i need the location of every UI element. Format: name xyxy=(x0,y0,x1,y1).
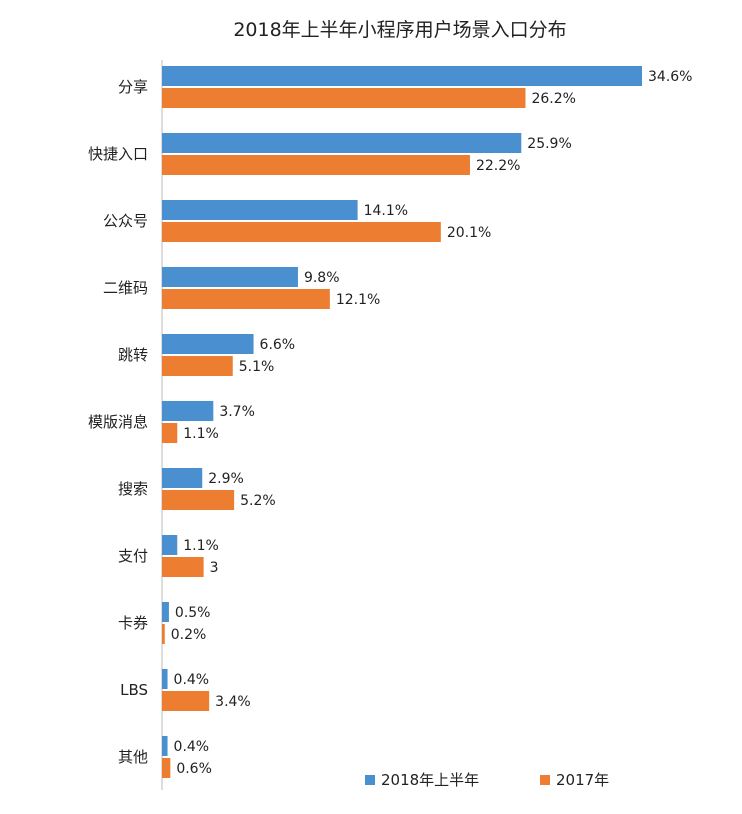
bar-series-2 xyxy=(162,222,441,242)
bars-group: 分享 34.6% 26.2% 快捷入口 25.9% 22.2% 公众号 14.1% 20.1% 二… xyxy=(88,66,692,778)
data-label: 5.1% xyxy=(239,359,275,375)
bar-series-1 xyxy=(162,334,254,354)
bar-series-2 xyxy=(162,423,178,443)
category-label: 公众号 xyxy=(103,212,148,230)
data-label: 1.1% xyxy=(183,538,219,554)
bar-series-1 xyxy=(162,66,642,86)
bar-series-1 xyxy=(162,669,168,689)
category-label: 二维码 xyxy=(103,279,148,297)
category-label: 快捷入口 xyxy=(88,145,148,163)
bar-series-2 xyxy=(162,691,210,711)
data-label: 3.7% xyxy=(219,404,255,420)
bar-series-1 xyxy=(162,468,203,488)
legend-label: 2018年上半年 xyxy=(381,771,479,789)
bar-series-1 xyxy=(162,200,358,220)
bar-series-1 xyxy=(162,535,178,555)
data-label: 9.8% xyxy=(304,270,340,286)
data-label: 3.4% xyxy=(215,694,251,710)
data-label: 2.9% xyxy=(208,471,244,487)
bar-series-2 xyxy=(162,758,171,778)
data-label: 0.6% xyxy=(176,761,212,777)
data-label: 34.6% xyxy=(648,69,692,85)
data-label: 0.2% xyxy=(171,627,207,643)
bar-series-1 xyxy=(162,267,298,287)
legend-swatch xyxy=(365,775,375,785)
data-label: 0.4% xyxy=(174,672,210,688)
category-label: 模版消息 xyxy=(88,413,148,431)
data-label: 22.2% xyxy=(476,158,520,174)
bar-series-2 xyxy=(162,289,330,309)
legend-label: 2017年 xyxy=(556,771,609,789)
bar-series-2 xyxy=(162,88,526,108)
bar-series-2 xyxy=(162,155,470,175)
data-label: 5.2% xyxy=(240,493,276,509)
legend: 2018年上半年 2017年 xyxy=(365,771,609,789)
bar-series-2 xyxy=(162,557,204,577)
bar-series-2 xyxy=(162,624,165,644)
bar-series-1 xyxy=(162,401,214,421)
category-label: 分享 xyxy=(118,78,148,96)
chart-title: 2018年上半年小程序用户场景入口分布 xyxy=(233,19,566,41)
bar-series-1 xyxy=(162,736,168,756)
category-label: LBS xyxy=(120,681,148,699)
category-label: 支付 xyxy=(118,547,148,565)
legend-swatch xyxy=(540,775,550,785)
bar-series-1 xyxy=(162,602,169,622)
data-label: 25.9% xyxy=(527,136,571,152)
bar-series-2 xyxy=(162,490,235,510)
data-label: 12.1% xyxy=(336,292,380,308)
data-label: 26.2% xyxy=(531,91,575,107)
data-label: 0.5% xyxy=(175,605,211,621)
data-label: 1.1% xyxy=(183,426,219,442)
category-label: 跳转 xyxy=(118,346,148,364)
bar-series-1 xyxy=(162,133,522,153)
category-label: 其他 xyxy=(118,748,148,766)
category-label: 搜索 xyxy=(118,480,148,498)
bar-series-2 xyxy=(162,356,233,376)
data-label: 14.1% xyxy=(364,203,408,219)
data-label: 6.6% xyxy=(260,337,296,353)
data-label: 20.1% xyxy=(447,225,491,241)
data-label: 0.4% xyxy=(174,739,210,755)
data-label: 3 xyxy=(210,560,219,576)
category-label: 卡券 xyxy=(118,614,148,632)
